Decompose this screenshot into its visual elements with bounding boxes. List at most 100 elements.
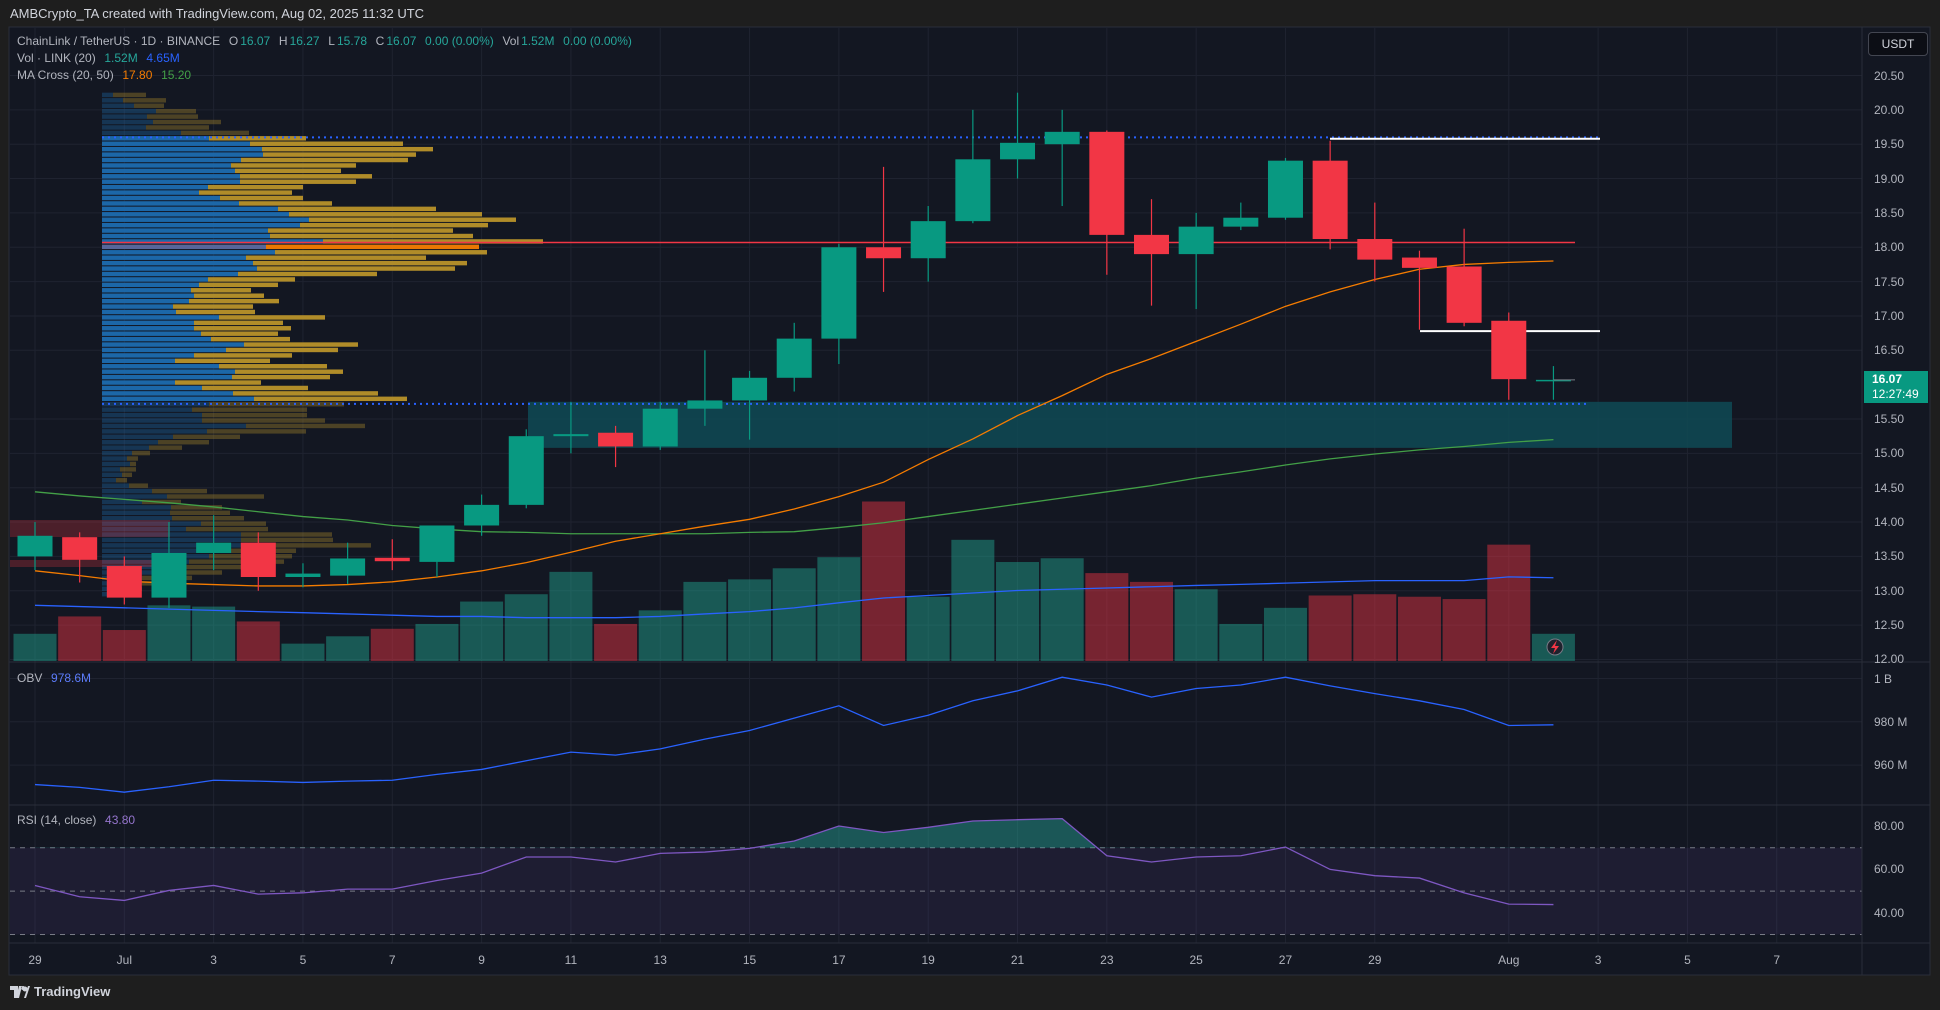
- volume-profile-up: [102, 201, 239, 206]
- volume-profile-up: [102, 483, 129, 488]
- volume-profile-down: [241, 532, 332, 537]
- time-tick: 7: [388, 953, 396, 967]
- volume-profile-up: [102, 331, 201, 336]
- close-value: 16.07: [386, 34, 417, 48]
- obv-legend[interactable]: OBV 978.6M: [17, 671, 93, 685]
- volume-profile-down: [189, 298, 279, 304]
- volume-profile-up: [102, 412, 202, 418]
- last-price-label: 16.07 12:27:49: [1864, 371, 1928, 403]
- time-tick: 3: [210, 953, 217, 967]
- volume-profile-down: [201, 331, 278, 336]
- volume-profile-down: [175, 358, 270, 364]
- obv-pane[interactable]: [34, 676, 1554, 793]
- time-tick: 11: [564, 953, 578, 967]
- volume-profile-up: [102, 456, 127, 461]
- volume-profile-down: [171, 505, 222, 510]
- volume-profile-up: [102, 342, 244, 347]
- candle-body: [776, 338, 812, 378]
- volume-profile-up: [102, 277, 208, 282]
- price-pane[interactable]: [10, 92, 1732, 661]
- candle-body: [553, 434, 589, 437]
- volume-profile-down: [173, 434, 240, 440]
- candle-body: [1446, 266, 1482, 323]
- open-label: O: [228, 34, 239, 48]
- time-tick: 7: [1773, 953, 1781, 967]
- volume-profile-down: [167, 494, 264, 499]
- volume-profile-up: [102, 190, 199, 195]
- currency-button[interactable]: USDT: [1868, 32, 1928, 56]
- candle-body: [1535, 379, 1571, 382]
- time-tick: 29: [28, 953, 42, 967]
- volume-profile-down: [235, 369, 343, 374]
- volume-profile-down: [323, 239, 543, 244]
- volume-profile-up: [102, 266, 257, 271]
- volume-profile-up: [102, 429, 207, 434]
- rsi-tick: 80.00: [1874, 819, 1905, 833]
- time-tick: 27: [1278, 953, 1293, 967]
- time-tick: Jul: [116, 953, 132, 967]
- indicator-name: Vol · LINK (20): [17, 51, 96, 65]
- time-tick: 5: [1684, 953, 1691, 967]
- volume-profile-up: [102, 114, 147, 119]
- volume-profile-down: [173, 304, 253, 309]
- candle-body: [1178, 226, 1214, 255]
- time-tick: Aug: [1498, 953, 1520, 967]
- volume-profile-down: [275, 250, 487, 255]
- candle-body: [1000, 142, 1036, 160]
- volume-profile-up: [102, 336, 211, 342]
- indicator-value: 43.80: [105, 813, 136, 827]
- time-tick: 17: [832, 953, 846, 967]
- volume-profile-down: [194, 326, 291, 331]
- volume-bar: [862, 501, 906, 661]
- volume-bar: [1263, 607, 1307, 661]
- volume-profile-up: [102, 288, 191, 293]
- volume-profile-down: [202, 418, 325, 423]
- volume-profile-down: [202, 412, 307, 418]
- volume-bar: [102, 630, 146, 661]
- volume-profile-down: [175, 380, 261, 385]
- ma-cross-legend[interactable]: MA Cross (20, 50) 17.80 15.20: [17, 68, 193, 82]
- volume-profile-up: [102, 521, 201, 526]
- volume-profile-up: [102, 174, 240, 179]
- volume-profile-down: [194, 320, 283, 326]
- volume-bar: [281, 643, 325, 661]
- volume-profile-up: [102, 369, 235, 374]
- volume-profile-up: [102, 358, 175, 364]
- tradingview-logo[interactable]: TradingView: [10, 984, 110, 999]
- rsi-line: [34, 817, 1554, 906]
- close-label: C: [375, 34, 385, 48]
- volume-profile-down: [147, 114, 198, 119]
- volume-profile-down: [116, 478, 127, 483]
- volume-profile-up: [102, 146, 262, 152]
- rsi-pane[interactable]: [10, 817, 1862, 935]
- volume-profile-down: [156, 108, 196, 114]
- rsi-legend[interactable]: RSI (14, close) 43.80: [17, 813, 137, 827]
- candle-body: [1401, 257, 1437, 268]
- volume-bar: [13, 633, 57, 661]
- volume-bar: [1219, 623, 1263, 661]
- volume-profile-up: [102, 293, 194, 298]
- volume-profile-down: [263, 152, 416, 157]
- volume-profile-up: [102, 136, 209, 141]
- volume-profile-up: [102, 380, 175, 385]
- volume-profile-down: [226, 347, 338, 353]
- volume-bar: [1487, 544, 1531, 661]
- price-tick: 20.00: [1874, 102, 1905, 117]
- price-tick: 17.50: [1874, 274, 1905, 289]
- demand-zone: [528, 401, 1732, 448]
- candle-body: [732, 377, 768, 401]
- volume-bar: [549, 571, 593, 661]
- volume-profile-up: [102, 434, 173, 440]
- candle-body: [285, 573, 321, 578]
- volume-indicator-legend[interactable]: Vol · LINK (20) 1.52M 4.65M: [17, 51, 182, 65]
- volume-profile-down: [120, 467, 136, 472]
- price-tick: 19.00: [1874, 171, 1905, 186]
- volume-profile-down: [257, 266, 455, 271]
- candle-body: [1267, 160, 1303, 218]
- volume-profile-down: [194, 353, 292, 358]
- time-tick: 15: [742, 953, 757, 967]
- symbol-legend[interactable]: ChainLink / TetherUS · 1D · BINANCE O 16.…: [17, 34, 634, 48]
- volume-profile-up: [102, 157, 241, 163]
- volume-profile-up: [102, 488, 152, 494]
